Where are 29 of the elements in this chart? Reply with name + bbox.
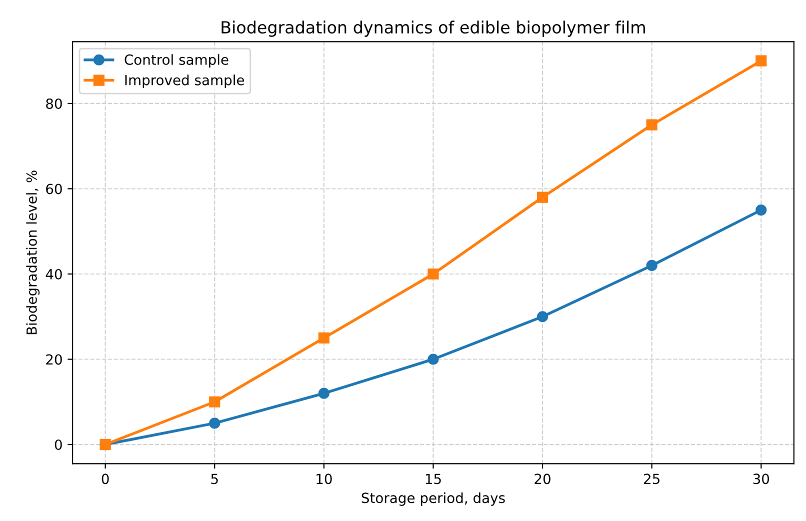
point xyxy=(536,192,548,203)
point xyxy=(646,119,658,130)
x-tick-label: 5 xyxy=(211,474,218,484)
point xyxy=(536,311,548,322)
point xyxy=(209,396,220,408)
point xyxy=(209,418,220,429)
x-tick-label: 30 xyxy=(753,474,770,484)
point xyxy=(318,332,330,344)
x-axis-title: Storage period, days xyxy=(362,492,505,506)
point xyxy=(756,55,767,66)
point xyxy=(756,204,767,216)
x-tick-label: 10 xyxy=(316,474,332,484)
point xyxy=(428,268,439,280)
x-tick-label: 15 xyxy=(426,474,441,484)
y-tick-label: 20 xyxy=(46,354,62,365)
x-tick-label: 25 xyxy=(644,474,660,484)
point xyxy=(646,260,658,272)
x-tick-label: 0 xyxy=(102,474,109,484)
chart-title: Biodegradation dynamics of edible biopolymer film xyxy=(222,20,645,37)
y-tick-label: 60 xyxy=(46,184,62,194)
y-tick-label: 80 xyxy=(46,98,62,109)
legend-label: Improved sample xyxy=(125,74,244,88)
y-tick-label: 0 xyxy=(54,439,62,450)
point xyxy=(318,388,330,399)
x-tick-label: 20 xyxy=(534,474,550,484)
legend-label: Control sample xyxy=(124,54,228,68)
point xyxy=(428,354,439,365)
y-tick-label: 40 xyxy=(46,268,62,280)
y-axis-title: Biodegradation level, % xyxy=(26,170,40,334)
